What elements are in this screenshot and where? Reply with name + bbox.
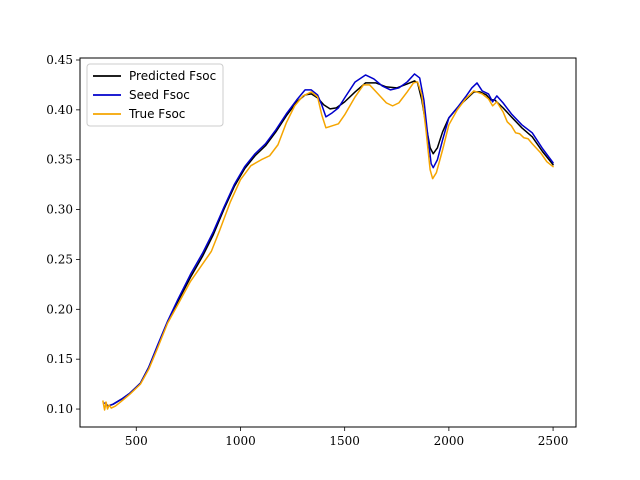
series-line-true-fsoc [102, 81, 554, 411]
y-tick-label: 0.10 [46, 402, 73, 416]
series-line-predicted-fsoc [104, 80, 554, 407]
legend: Predicted Fsoc Seed Fsoc True Fsoc [86, 63, 224, 127]
x-tick-label: 1500 [329, 434, 360, 448]
x-tick-label: 2500 [538, 434, 569, 448]
x-tick-label: 2000 [434, 434, 465, 448]
x-axis: 500 1000 1500 2000 2500 [125, 427, 569, 448]
legend-label: Predicted Fsoc [129, 69, 216, 83]
y-tick-label: 0.25 [46, 252, 73, 266]
plot-frame [79, 57, 577, 428]
x-tick-label: 1000 [225, 434, 256, 448]
legend-box [86, 63, 224, 127]
y-tick-label: 0.40 [46, 103, 73, 117]
y-tick-label: 0.20 [46, 302, 73, 316]
x-tick-label: 500 [125, 434, 148, 448]
y-tick-label: 0.45 [46, 53, 73, 67]
legend-label: Seed Fsoc [129, 88, 190, 102]
series-layer [102, 73, 554, 411]
y-tick-label: 0.35 [46, 153, 73, 167]
y-tick-label: 0.15 [46, 352, 73, 366]
y-axis: 0.10 0.15 0.20 0.25 0.30 0.35 0.40 0.45 [46, 53, 80, 416]
y-tick-label: 0.30 [46, 203, 73, 217]
series-line-seed-fsoc [104, 73, 554, 407]
legend-label: True Fsoc [128, 107, 185, 121]
